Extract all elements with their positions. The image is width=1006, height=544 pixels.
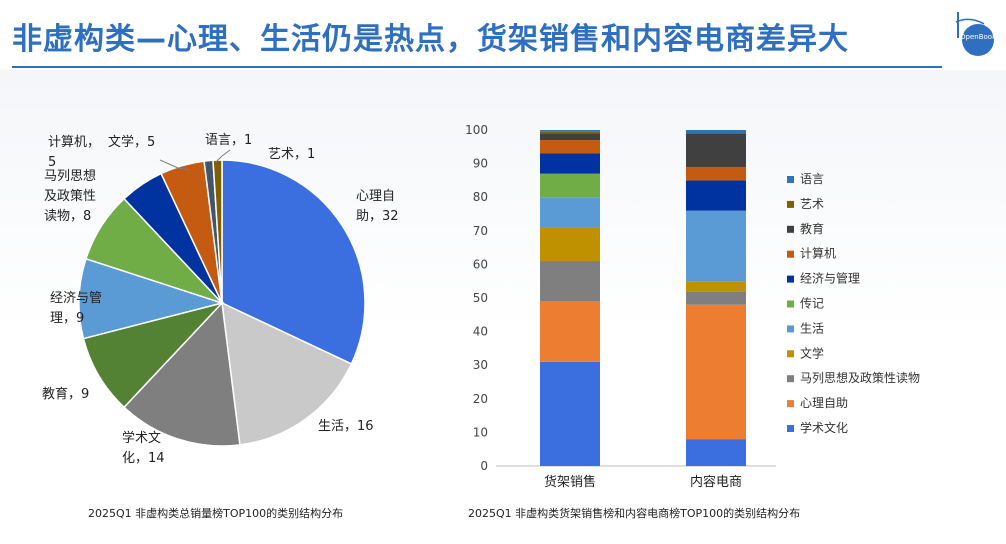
y-tick-label: 50: [473, 291, 488, 305]
y-tick-label: 20: [473, 392, 488, 406]
legend-swatch: [787, 200, 794, 208]
bar-segment-1-2: [686, 291, 746, 305]
bar-segment-1-1: [686, 304, 746, 440]
page-title: 非虚构类—心理、生活仍是热点，货架销售和内容电商差异大: [12, 22, 849, 57]
x-category-label: 货架销售: [544, 474, 596, 490]
pie-label-9: 艺术，1: [268, 147, 315, 162]
title-underline: [12, 66, 942, 68]
pie-slice-2: [123, 301, 241, 447]
legend-label: 心理自助: [800, 396, 848, 410]
y-tick-label: 70: [473, 224, 488, 238]
bar-caption: 2025Q1 非虚构类货架销售榜和内容电商榜TOP100的类别结构分布: [468, 507, 801, 520]
legend-swatch: [787, 225, 794, 233]
legend-swatch: [787, 176, 794, 183]
logo-text: OpenBook: [960, 33, 997, 41]
y-tick-label: 40: [473, 325, 488, 339]
bar-segment-1-8: [686, 133, 746, 167]
legend-swatch: [787, 350, 794, 358]
openbook-logo-icon: [955, 12, 994, 56]
y-tick-label: 0: [480, 459, 488, 473]
legend-swatch: [787, 425, 794, 432]
legend-swatch: [787, 250, 794, 258]
pie-chart: 心理自助，32 生活，16 学术文化，14 教育，9 经济与管理，9 马列思想及政策性读物…: [42, 133, 399, 466]
bar-segment-0-1: [540, 301, 600, 362]
bar-segment-0-0: [540, 361, 600, 466]
pie-label-6: 计算机， 5: [48, 135, 100, 170]
pie-label-5: 马列思想及政策性读物，8: [44, 168, 96, 224]
pie-slice-4: [78, 257, 225, 340]
pie-label-7: 文学，5: [108, 134, 155, 150]
bar-segment-1-0: [686, 439, 746, 466]
bar-segment-0-10: [540, 130, 600, 132]
legend-label: 生活: [800, 321, 824, 335]
pie-slice-1: [221, 301, 353, 446]
legend-swatch: [787, 275, 794, 283]
legend-swatch: [787, 375, 794, 383]
pie-caption: 2025Q1 非虚构类总销量榜TOP100的类别结构分布: [88, 507, 344, 520]
bar-segment-0-2: [540, 261, 600, 302]
legend-label: 艺术: [800, 197, 824, 211]
bar-segment-0-9: [540, 131, 600, 134]
pie-slice-3: [82, 301, 225, 409]
stacked-bar-chart: 0 10 20 30 40 50 60 70 80 90 100 货架销售 内容电商 语言艺术教育计算机经…: [465, 123, 920, 490]
bar-segment-1-7: [686, 166, 746, 181]
bar-segment-1-10: [686, 130, 746, 134]
legend-swatch: [787, 400, 794, 408]
leader-line-wenxue: [159, 159, 191, 171]
pie-label-3: 教育，9: [42, 386, 89, 402]
bar-segment-0-7: [540, 140, 600, 154]
legend-label: 经济与管理: [800, 271, 860, 286]
legend-swatch: [787, 325, 794, 333]
pie-label-2: 学术文化，14: [122, 430, 165, 466]
legend-label: 学术文化: [800, 420, 848, 435]
bar-segment-0-3: [540, 227, 600, 262]
legend-label: 计算机: [800, 246, 836, 261]
bar-segment-1-4: [686, 210, 746, 282]
legend-label: 语言: [800, 172, 824, 186]
y-tick-label: 100: [465, 123, 488, 137]
legend-label: 传记: [800, 296, 824, 311]
y-tick-label: 60: [473, 257, 488, 271]
bar-segment-0-5: [540, 173, 600, 198]
y-tick-label: 80: [473, 190, 488, 204]
bar-segment-0-8: [540, 133, 600, 141]
pie-label-0: 心理自助，32: [356, 189, 399, 224]
bar-segment-0-6: [540, 153, 600, 174]
legend-label: 马列思想及政策性读物: [800, 370, 920, 385]
y-tick-label: 90: [473, 157, 488, 171]
pie-label-4: 经济与管理，9: [50, 291, 102, 326]
y-tick-label: 30: [473, 358, 488, 372]
legend-swatch: [787, 300, 794, 308]
pie-label-8: 语言，1: [205, 133, 252, 148]
x-category-label: 内容电商: [690, 474, 742, 490]
pie-slice-0: [221, 159, 366, 365]
bar-segment-1-6: [686, 180, 746, 211]
bar-segment-0-4: [540, 197, 600, 228]
leader-line-yuyan: [215, 149, 231, 163]
legend-label: 教育: [800, 221, 824, 236]
pie-label-1: 生活，16: [318, 419, 374, 434]
bar-segment-1-3: [686, 281, 746, 292]
y-tick-label: 10: [473, 425, 488, 439]
legend-label: 文学: [800, 345, 824, 360]
